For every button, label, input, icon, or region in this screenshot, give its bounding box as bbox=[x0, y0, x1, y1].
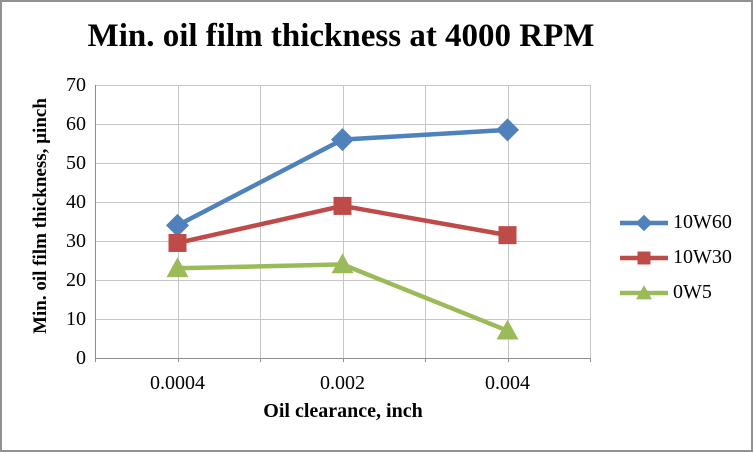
legend-swatch-diamond-icon bbox=[620, 214, 668, 231]
series-marker-square bbox=[637, 251, 651, 264]
legend-label: 10W60 bbox=[673, 211, 732, 233]
series-marker-triangle bbox=[166, 257, 189, 278]
legend-label: 0W5 bbox=[673, 281, 712, 303]
series-marker-square bbox=[498, 226, 517, 245]
series-marker-triangle bbox=[496, 319, 519, 340]
x-tick-label: 0.004 bbox=[485, 372, 530, 394]
plot-area bbox=[95, 85, 591, 362]
y-tick-label: 30 bbox=[66, 230, 86, 252]
series-marker-diamond bbox=[331, 128, 354, 152]
x-axis-title: Oil clearance, inch bbox=[263, 400, 423, 422]
y-tick-label: 0 bbox=[76, 347, 86, 369]
chart-title: Min. oil film thickness at 4000 RPM bbox=[87, 18, 595, 54]
legend: 10W60 10W30 0W5 bbox=[618, 205, 732, 310]
legend-item-0w5: 0W5 bbox=[618, 275, 732, 310]
series-marker-square bbox=[168, 233, 187, 252]
y-tick-label: 70 bbox=[66, 74, 86, 96]
legend-item-10w60: 10W60 bbox=[618, 205, 732, 240]
legend-label: 10W30 bbox=[673, 246, 732, 268]
series-marker-diamond bbox=[635, 214, 653, 231]
y-tick-label: 60 bbox=[66, 113, 86, 135]
y-tick-label: 20 bbox=[66, 269, 86, 291]
legend-swatch-triangle-icon bbox=[620, 284, 668, 299]
series-line bbox=[177, 262, 509, 333]
series-marker-triangle bbox=[331, 253, 354, 274]
y-tick-label: 40 bbox=[66, 191, 86, 213]
y-axis-tick-labels: 0 10 20 30 40 50 60 70 bbox=[32, 2, 86, 450]
x-axis-tick-labels: 0.0004 0.002 0.004 bbox=[95, 370, 591, 396]
series-marker-diamond bbox=[496, 118, 519, 142]
series-marker-diamond bbox=[166, 213, 189, 237]
legend-item-10w30: 10W30 bbox=[618, 240, 732, 275]
x-tick-label: 0.0004 bbox=[150, 372, 205, 394]
x-tick-label: 0.002 bbox=[320, 372, 365, 394]
y-tick-label: 10 bbox=[66, 308, 86, 330]
series-marker-triangle bbox=[636, 284, 652, 299]
y-tick-label: 50 bbox=[66, 152, 86, 174]
series-marker-square bbox=[333, 196, 352, 215]
legend-swatch-square-icon bbox=[620, 251, 668, 264]
